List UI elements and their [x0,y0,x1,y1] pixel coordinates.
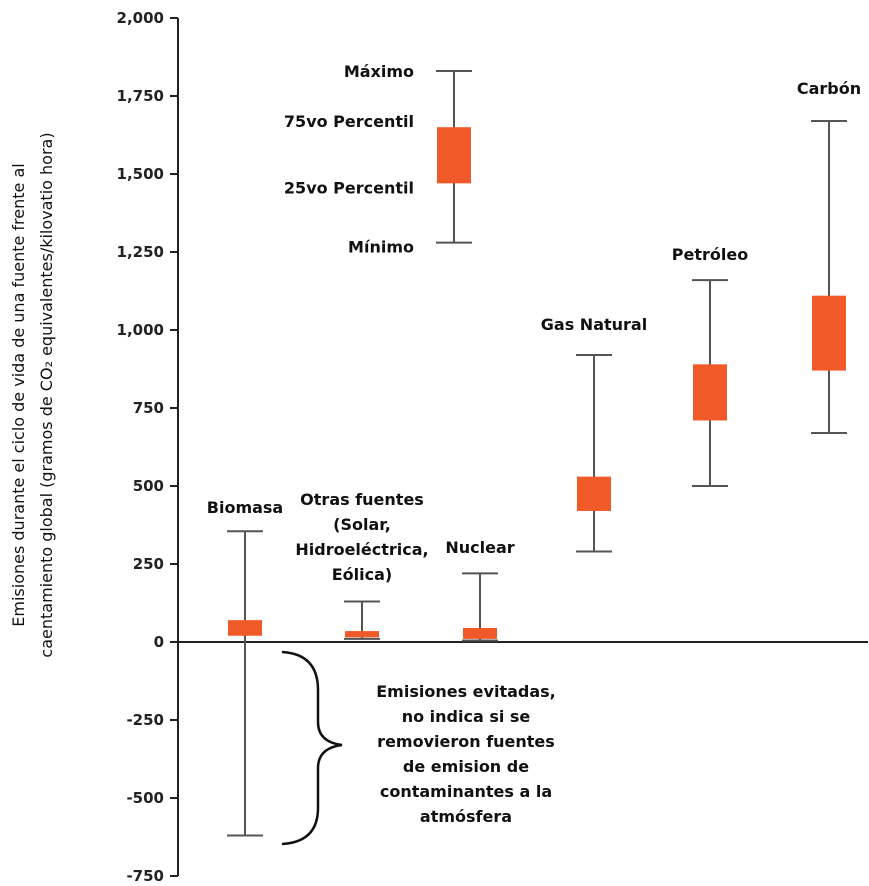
y-tick-label: 750 [133,399,164,417]
annotation-line: de emision de [403,757,529,776]
category-2-box [463,627,497,639]
category-label: Petróleo [672,245,748,264]
legend-box [437,127,471,184]
annotation-line: no indica si se [402,707,531,726]
y-tick-label: 250 [133,555,164,573]
legend-label: 25vo Percentil [284,178,414,197]
y-tick-label: 1,000 [117,321,164,339]
y-tick-label: 1,750 [117,87,164,105]
category-label: Biomasa [207,498,283,517]
category-0-box [228,620,262,636]
y-tick-label: 1,250 [117,243,164,261]
category-label: Eólica) [332,565,392,584]
y-tick-label: 0 [154,633,164,651]
y-tick-label: -250 [126,711,164,729]
category-3-box [577,476,611,511]
y-axis-title-line: caentamiento global (gramos de CO₂ equiv… [37,132,56,657]
y-tick-label: 2,000 [117,9,164,27]
category-4-box [693,364,727,421]
category-label: Carbón [797,79,861,98]
category-label: (Solar, [333,515,391,534]
y-axis-title-line: Emisiones durante el ciclo de vida de un… [9,163,28,626]
annotation-brace [281,650,343,846]
y-tick-label: -750 [126,867,164,885]
annotation-line: removieron fuentes [377,732,555,751]
category-label: Gas Natural [541,315,647,334]
annotation-line: atmósfera [420,807,512,826]
annotation-line: contaminantes a la [380,782,552,801]
category-1-box [345,631,379,638]
legend-label: 75vo Percentil [284,112,414,131]
category-label: Otras fuentes [300,490,424,509]
category-label: Nuclear [445,538,514,557]
y-tick-label: -500 [126,789,164,807]
annotation-line: Emisiones evitadas, [376,682,555,701]
category-label: Hidroeléctrica, [295,540,428,559]
category-5-box [812,295,846,371]
legend-label: Mínimo [348,238,414,257]
legend-label: Máximo [344,62,414,81]
y-tick-label: 500 [133,477,164,495]
y-tick-label: 1,500 [117,165,164,183]
